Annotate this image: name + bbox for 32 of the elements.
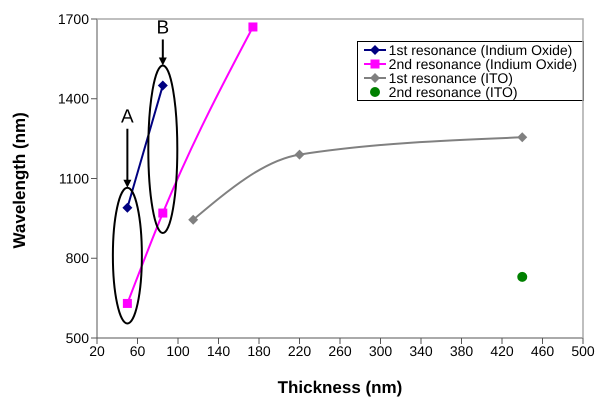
point <box>248 22 258 32</box>
x-tick-label: 500 <box>571 342 595 359</box>
annotation: A <box>121 106 134 128</box>
point <box>122 202 132 213</box>
x-tick-label: 180 <box>247 342 271 359</box>
x-tick-label: 60 <box>130 342 146 359</box>
y-tick-label: 800 <box>66 250 90 266</box>
x-tick-label: 20 <box>89 342 105 359</box>
x-tick-label: 100 <box>166 342 190 359</box>
point <box>188 214 198 225</box>
point <box>158 80 168 90</box>
x-axis-title: Thickness (nm) <box>278 378 402 397</box>
x-tick-label: 260 <box>328 342 352 359</box>
legend-label: 1st resonance (Indium Oxide) <box>388 42 572 58</box>
y-axis-title: Wavelength (nm) <box>10 112 30 248</box>
x-tick-label: 300 <box>368 342 392 359</box>
y-tick-label: 1700 <box>58 10 90 27</box>
x-tick-label: 460 <box>530 342 554 359</box>
y-tick-label: 1100 <box>58 170 90 186</box>
x-tick-label: 420 <box>490 342 514 359</box>
x-tick-label: 220 <box>288 342 312 359</box>
point <box>517 132 528 142</box>
point <box>517 272 528 282</box>
point <box>122 298 132 308</box>
point <box>294 150 304 160</box>
y-tick-label: 500 <box>66 330 90 346</box>
point <box>158 208 168 218</box>
x-tick-label: 380 <box>450 342 474 359</box>
x-tick-label: 340 <box>409 342 433 359</box>
x-tick-label: 140 <box>206 342 230 359</box>
annotation: B <box>156 17 170 38</box>
y-tick-label: 1400 <box>58 90 90 107</box>
